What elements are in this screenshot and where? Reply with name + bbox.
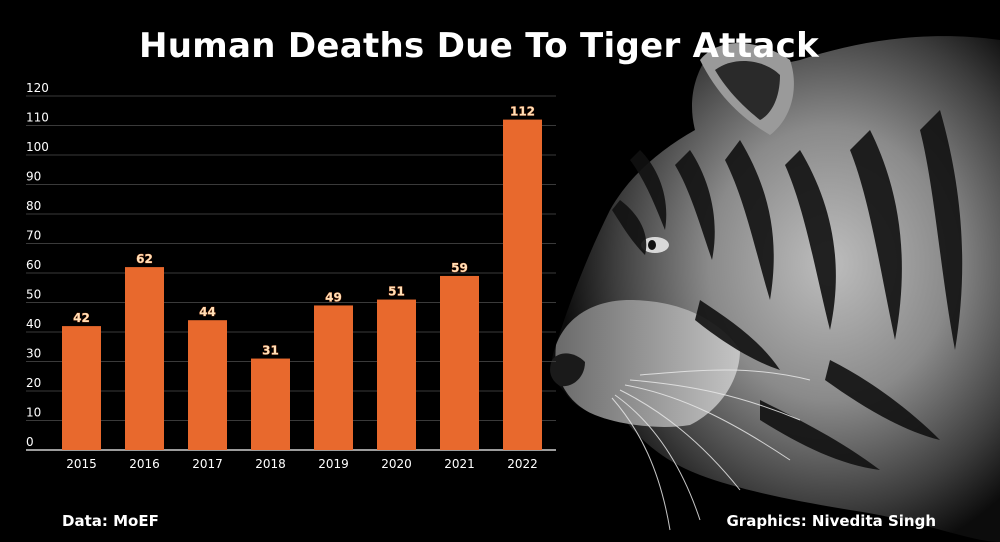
data-label: 31 — [262, 344, 279, 358]
x-tick-label: 2019 — [318, 457, 349, 471]
tiger-pupil-shape — [648, 240, 656, 250]
data-label: 51 — [388, 285, 405, 299]
y-tick-label: 10 — [26, 406, 41, 420]
tiger-stripes — [612, 110, 963, 470]
y-tick-label: 80 — [26, 199, 41, 213]
data-label: 44 — [199, 305, 216, 319]
data-label: 42 — [73, 311, 90, 325]
data-label: 59 — [451, 261, 468, 275]
y-tick-label: 90 — [26, 170, 41, 184]
y-tick-label: 120 — [26, 81, 49, 95]
x-tick-label: 2017 — [192, 457, 223, 471]
tiger-ear-inner-shape — [715, 60, 780, 120]
y-tick-label: 100 — [26, 140, 49, 154]
data-label: 112 — [510, 105, 535, 119]
tiger-nose-shape — [550, 353, 585, 387]
bar-2015 — [62, 326, 101, 450]
tiger-muzzle-shape — [555, 300, 740, 427]
bar-2019 — [314, 305, 353, 450]
y-tick-label: 70 — [26, 229, 41, 243]
y-tick-label: 50 — [26, 288, 41, 302]
chart-title: Human Deaths Due To Tiger Attack — [138, 26, 819, 66]
data-label: 49 — [325, 290, 342, 304]
y-tick-label: 0 — [26, 435, 34, 449]
x-tick-label: 2016 — [129, 457, 160, 471]
x-tick-label: 2022 — [507, 457, 538, 471]
bar-2016 — [125, 267, 164, 450]
x-tick-label: 2020 — [381, 457, 412, 471]
y-tick-label: 20 — [26, 376, 41, 390]
graphics-credit: Graphics: Nivedita Singh — [726, 512, 936, 530]
bar-2018 — [251, 358, 290, 450]
x-tick-label: 2021 — [444, 457, 475, 471]
bar-2022 — [503, 119, 542, 450]
bar-2020 — [377, 299, 416, 450]
y-tick-label: 110 — [26, 111, 49, 125]
y-tick-label: 60 — [26, 258, 41, 272]
data-label: 62 — [136, 252, 153, 266]
data-source: Data: MoEF — [62, 512, 159, 530]
y-tick-label: 30 — [26, 347, 41, 361]
tiger-whiskers — [611, 369, 811, 531]
bar-2021 — [440, 275, 479, 450]
x-tick-label: 2018 — [255, 457, 286, 471]
y-tick-label: 40 — [26, 317, 41, 331]
bar-2017 — [188, 320, 227, 450]
x-tick-label: 2015 — [66, 457, 97, 471]
